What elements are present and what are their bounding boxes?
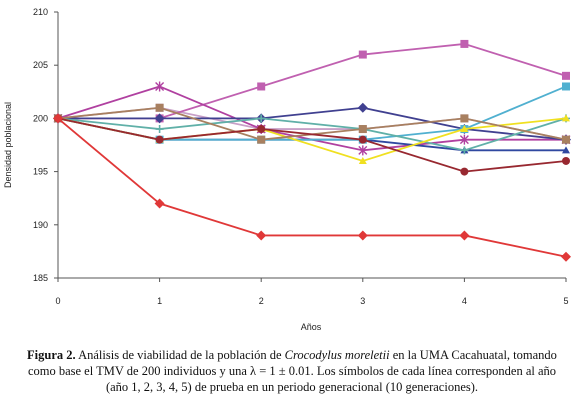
series-point: [358, 125, 367, 134]
series-point: [460, 146, 469, 155]
series-point: [459, 134, 469, 145]
series-point: [256, 230, 267, 241]
y-tick-label: 195: [33, 167, 48, 177]
series-line: [57, 117, 567, 173]
y-tick-label: 190: [33, 220, 48, 230]
series-point: [155, 103, 164, 112]
caption-species: Crocodylus moreletii: [284, 348, 390, 362]
series-point: [460, 125, 469, 133]
series-point: [257, 125, 266, 134]
figure-caption: Figura 2. Análisis de viabilidad de la p…: [22, 347, 562, 395]
x-tick-label: 0: [55, 296, 60, 306]
series-point: [562, 156, 570, 165]
caption-label: Figura 2.: [27, 348, 76, 362]
series-point: [562, 146, 570, 154]
series-point: [460, 167, 469, 176]
series-point: [155, 81, 165, 92]
series-line: [58, 106, 567, 141]
y-tick-label: 205: [33, 60, 48, 70]
series-line: [57, 117, 567, 258]
y-tick-label: 200: [33, 113, 48, 123]
series-point: [358, 50, 367, 59]
series-point: [53, 113, 63, 124]
y-axis-label: Densidad poblacional: [3, 102, 13, 188]
series-point: [459, 230, 470, 241]
caption-text-1: Análisis de viabilidad de la población d…: [75, 348, 285, 362]
y-tick-label: 210: [33, 7, 48, 17]
series-point: [562, 82, 570, 91]
series-point: [562, 71, 570, 80]
series-point: [257, 135, 266, 144]
series-point: [155, 135, 164, 144]
x-tick-label: 2: [259, 296, 264, 306]
series-point: [155, 125, 164, 134]
x-tick-label: 4: [462, 296, 467, 306]
series-point: [257, 82, 266, 91]
series-11: [53, 113, 571, 262]
series-point: [154, 198, 165, 209]
series-point: [562, 114, 570, 122]
chart-tick-labels: 185 190 195 200 205 210 0 1 2 3 4 5: [33, 7, 569, 306]
series-point: [460, 114, 469, 123]
x-tick-label: 5: [563, 296, 568, 306]
x-axis-label: Años: [301, 322, 322, 332]
series-point: [358, 145, 368, 156]
series-point: [154, 113, 165, 124]
series-point: [561, 251, 571, 262]
x-tick-label: 3: [360, 296, 365, 306]
series-point: [358, 135, 367, 144]
population-viability-chart: 185 190 195 200 205 210 0 1 2 3 4 5 Años Densidad p…: [3, 7, 571, 332]
x-tick-label: 1: [157, 296, 162, 306]
chart-series: [53, 39, 571, 262]
series-point: [358, 156, 367, 164]
series-point: [257, 114, 266, 123]
series-line: [57, 117, 567, 152]
series-point: [562, 135, 570, 144]
series-point: [357, 230, 368, 241]
series-line: [58, 43, 567, 120]
y-tick-label: 185: [33, 273, 48, 283]
caption-text-2: en la UMA Cacahuatal, tomando como base …: [27, 348, 557, 394]
series-point: [460, 39, 469, 48]
series-point: [357, 102, 368, 113]
